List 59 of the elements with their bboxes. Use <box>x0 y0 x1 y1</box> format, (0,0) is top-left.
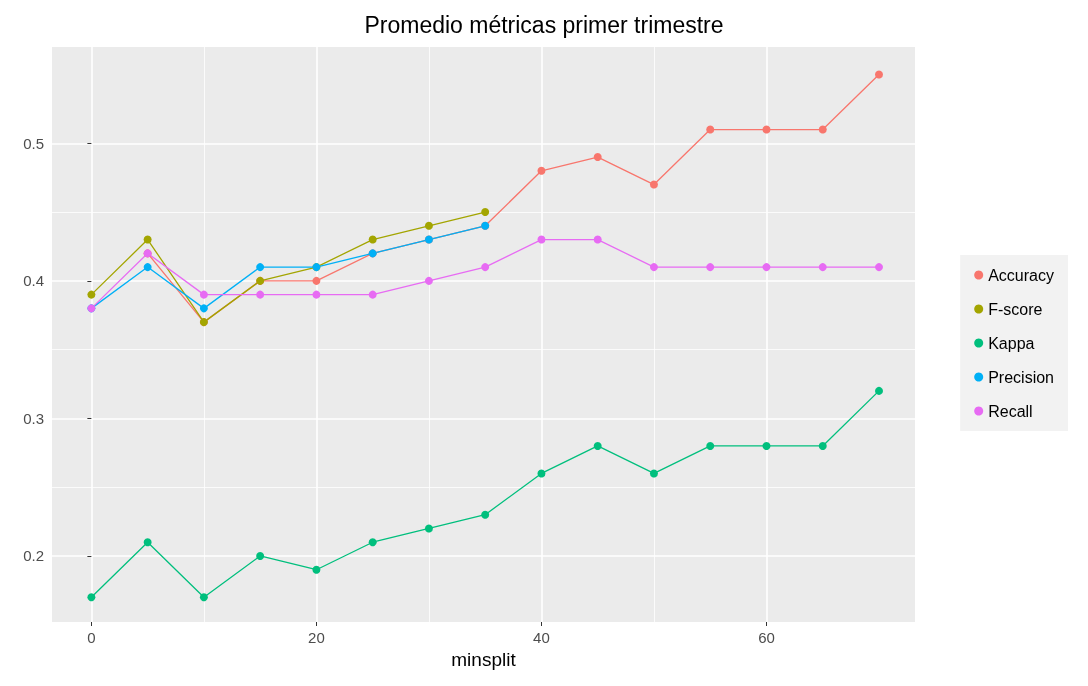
x-tick-label: 20 <box>308 629 325 646</box>
legend-label: F-score <box>988 300 1043 318</box>
point <box>593 441 602 450</box>
point <box>649 469 658 478</box>
legend-label: Recall <box>988 402 1033 420</box>
point <box>256 551 265 560</box>
point <box>312 276 321 285</box>
point <box>762 125 771 134</box>
point <box>199 304 208 313</box>
point <box>481 208 490 217</box>
point <box>593 235 602 244</box>
point <box>199 290 208 299</box>
x-tick-label: 60 <box>758 629 775 646</box>
point <box>256 290 265 299</box>
y-tick-label: 0.5 <box>23 134 44 152</box>
point <box>818 441 827 450</box>
legend-label: Kappa <box>988 334 1035 352</box>
point <box>199 593 208 602</box>
point <box>537 166 546 175</box>
legend-label: Precision <box>988 368 1055 386</box>
point <box>368 538 377 547</box>
point <box>143 263 152 272</box>
point <box>424 221 433 230</box>
point <box>875 386 883 395</box>
point <box>706 263 715 272</box>
point <box>537 469 546 478</box>
point <box>256 263 265 272</box>
point <box>368 290 377 299</box>
point <box>818 263 827 272</box>
y-tick-label: 0.2 <box>23 547 44 565</box>
point <box>424 276 433 285</box>
point <box>706 441 715 450</box>
point <box>87 593 96 602</box>
x-tick-label: 0 <box>87 629 96 646</box>
point <box>368 235 377 244</box>
point <box>143 235 152 244</box>
point <box>481 263 490 272</box>
point <box>424 524 433 533</box>
point <box>481 510 490 519</box>
x-axis-title: minsplit <box>451 649 517 670</box>
legend-label: Accuracy <box>988 266 1054 284</box>
point <box>875 70 883 79</box>
point <box>762 263 771 272</box>
point <box>649 263 658 272</box>
point <box>706 125 715 134</box>
point <box>143 538 152 547</box>
point <box>818 125 827 134</box>
point <box>87 290 96 299</box>
point <box>312 290 321 299</box>
point <box>593 153 602 162</box>
x-tick-label: 40 <box>533 629 550 646</box>
y-tick-label: 0.4 <box>23 272 44 290</box>
y-tick-label: 0.3 <box>23 409 44 427</box>
point <box>537 235 546 244</box>
point <box>649 180 658 189</box>
point <box>312 565 321 574</box>
chart-title: Promedio métricas primer trimestre <box>364 11 724 38</box>
point <box>875 263 883 272</box>
point <box>762 441 771 450</box>
